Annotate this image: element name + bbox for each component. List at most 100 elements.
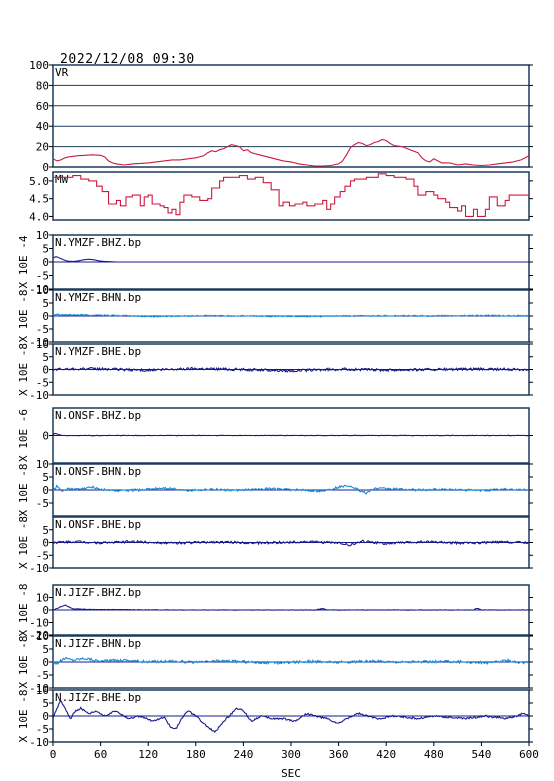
x-tick-label: 240 bbox=[233, 748, 253, 761]
trace-label: N.YMZF.BHN.bp bbox=[55, 291, 141, 304]
series-line bbox=[52, 138, 530, 167]
y-axis-label: X 10E -8 bbox=[17, 343, 30, 396]
y-tick-label: -5 bbox=[36, 270, 49, 283]
y-axis-label: X 10E -8 bbox=[17, 464, 30, 517]
trace-label: N.ONSF.BHZ.bp bbox=[55, 409, 141, 422]
y-tick-label: -10 bbox=[29, 736, 49, 749]
trace-label: MW bbox=[55, 173, 69, 186]
panel-vr: 0 20 40 60 80 100 VR bbox=[29, 59, 533, 174]
y-tick-label: 80 bbox=[36, 79, 49, 92]
y-tick-label: -5 bbox=[36, 323, 49, 336]
y-axis-label: X 10E -8 bbox=[17, 636, 30, 689]
series-line bbox=[52, 366, 529, 373]
trace-label: N.ONSF.BHN.bp bbox=[55, 465, 141, 478]
series-line bbox=[53, 173, 529, 217]
y-axis-label: X 10E -8 bbox=[17, 584, 30, 637]
y-axis-label: X 10E -6 bbox=[17, 409, 30, 462]
series-line bbox=[52, 604, 530, 611]
x-tick-label: 540 bbox=[471, 748, 491, 761]
trace-label: N.YMZF.BHE.bp bbox=[55, 345, 141, 358]
y-tick-label: 20 bbox=[36, 141, 49, 154]
x-tick-label: 420 bbox=[376, 748, 396, 761]
panel-ymzf-bhz: -10-505 10 X 10E -4 N.YMZF.BHZ.bp bbox=[17, 229, 533, 296]
x-tick-label: 480 bbox=[424, 748, 444, 761]
y-tick-label: 0 bbox=[42, 537, 49, 550]
y-tick-label: -5 bbox=[36, 497, 49, 510]
y-tick-label: 4.5 bbox=[29, 193, 49, 206]
y-tick-label: 100 bbox=[29, 59, 49, 72]
y-tick-label: -10 bbox=[29, 682, 49, 695]
y-tick-label: 5 bbox=[42, 351, 49, 364]
y-tick-label: -20 bbox=[29, 629, 49, 642]
x-axis-label: SEC bbox=[281, 767, 301, 780]
y-tick-label: 5.0 bbox=[29, 175, 49, 188]
y-tick-label: 5 bbox=[42, 471, 49, 484]
series-line bbox=[52, 313, 530, 318]
x-tick-label: 0 bbox=[50, 748, 57, 761]
y-tick-label: -5 bbox=[36, 549, 49, 562]
y-tick-label: 0 bbox=[42, 310, 49, 323]
y-tick-label: 10 bbox=[36, 592, 49, 605]
y-axis-label: X 10E -4 bbox=[17, 235, 30, 288]
y-tick-label: 5 bbox=[42, 643, 49, 656]
y-tick-label: 0 bbox=[42, 364, 49, 377]
panel-frame bbox=[52, 171, 530, 221]
x-tick-label: 600 bbox=[519, 748, 539, 761]
trace-label: N.JIZF.BHZ.bp bbox=[55, 586, 141, 599]
y-tick-label: 40 bbox=[36, 120, 49, 133]
panel-onsf-bhe: -10-505 X 10E -8 N.ONSF.BHE.bp bbox=[17, 516, 533, 575]
panel-onsf-bhz: 0 X 10E -6 N.ONSF.BHZ.bp bbox=[17, 407, 533, 464]
y-tick-label: -10 bbox=[29, 336, 49, 349]
y-tick-label: 10 bbox=[36, 630, 49, 643]
y-tick-label: 0 bbox=[42, 484, 49, 497]
y-tick-label: -10 bbox=[29, 562, 49, 575]
series-line bbox=[52, 656, 530, 666]
y-tick-label: 0 bbox=[42, 656, 49, 669]
x-tick-label: 360 bbox=[329, 748, 349, 761]
y-tick-label: 10 bbox=[36, 458, 49, 471]
trace-label: N.YMZF.BHZ.bp bbox=[55, 236, 141, 249]
trace-label: VR bbox=[55, 66, 69, 79]
y-tick-label: 5 bbox=[42, 697, 49, 710]
series-line bbox=[52, 699, 530, 734]
panel-mw: 4.0 4.5 5.0 MW bbox=[29, 171, 533, 223]
y-tick-label: -5 bbox=[36, 723, 49, 736]
series-line bbox=[52, 256, 529, 263]
series-line bbox=[52, 539, 530, 547]
y-tick-label: 60 bbox=[36, 100, 49, 113]
y-tick-label: -10 bbox=[29, 389, 49, 402]
y-tick-label: 0 bbox=[42, 256, 49, 269]
series-line bbox=[52, 484, 529, 495]
trace-label: N.JIZF.BHN.bp bbox=[55, 637, 141, 650]
y-tick-label: -10 bbox=[29, 617, 49, 630]
x-axis: 0 60 120 180 240 300 360 420 480 540 600 bbox=[50, 742, 539, 761]
y-axis-label: X 10E -8 bbox=[17, 516, 30, 569]
y-tick-label: 10 bbox=[36, 684, 49, 697]
y-tick-label: 0 bbox=[42, 161, 49, 174]
y-tick-label: -5 bbox=[36, 669, 49, 682]
y-axis-label: X 10E -8 bbox=[17, 290, 30, 343]
panel-frame bbox=[52, 64, 530, 168]
y-tick-label: 0 bbox=[42, 430, 49, 443]
trace-label: N.ONSF.BHE.bp bbox=[55, 518, 141, 531]
y-tick-label: 10 bbox=[36, 338, 49, 351]
y-tick-label: 10 bbox=[36, 284, 49, 297]
y-tick-label: 5 bbox=[42, 297, 49, 310]
x-tick-label: 180 bbox=[186, 748, 206, 761]
series-line bbox=[52, 432, 530, 437]
y-tick-label: 4.0 bbox=[29, 210, 49, 223]
y-tick-label: -10 bbox=[29, 283, 49, 296]
x-tick-label: 60 bbox=[94, 748, 107, 761]
x-tick-label: 120 bbox=[138, 748, 158, 761]
y-tick-label: -5 bbox=[36, 376, 49, 389]
x-tick-label: 300 bbox=[281, 748, 301, 761]
y-tick-label: 5 bbox=[42, 243, 49, 256]
y-tick-label: 5 bbox=[42, 524, 49, 537]
